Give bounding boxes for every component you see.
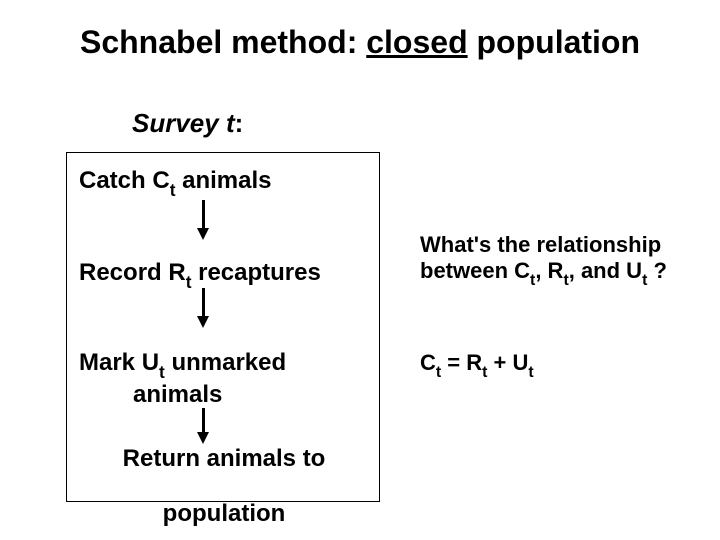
title-underlined: closed bbox=[366, 24, 467, 60]
answer-text: Ct = Rt + Ut bbox=[420, 350, 700, 380]
slide: { "title": { "pre": "Schnabel method: ",… bbox=[0, 0, 720, 540]
survey-italic: Survey t bbox=[132, 108, 235, 138]
flow-step-1: Catch Ct animals bbox=[79, 167, 369, 199]
flow-step-4: Return animals topopulation bbox=[79, 445, 369, 528]
title-post: population bbox=[468, 24, 640, 60]
question-text: What's the relationship between Ct, Rt, … bbox=[420, 232, 700, 289]
survey-label: Survey t: bbox=[132, 108, 243, 139]
flow-step-3: Mark Ut unmarkedanimals bbox=[79, 349, 369, 408]
slide-title: Schnabel method: closed population bbox=[0, 24, 720, 61]
flow-step-2: Record Rt recaptures bbox=[79, 259, 369, 291]
title-pre: Schnabel method: bbox=[80, 24, 366, 60]
flow-box: Catch Ct animals Record Rt recaptures Ma… bbox=[66, 152, 380, 502]
survey-colon: : bbox=[235, 108, 244, 138]
